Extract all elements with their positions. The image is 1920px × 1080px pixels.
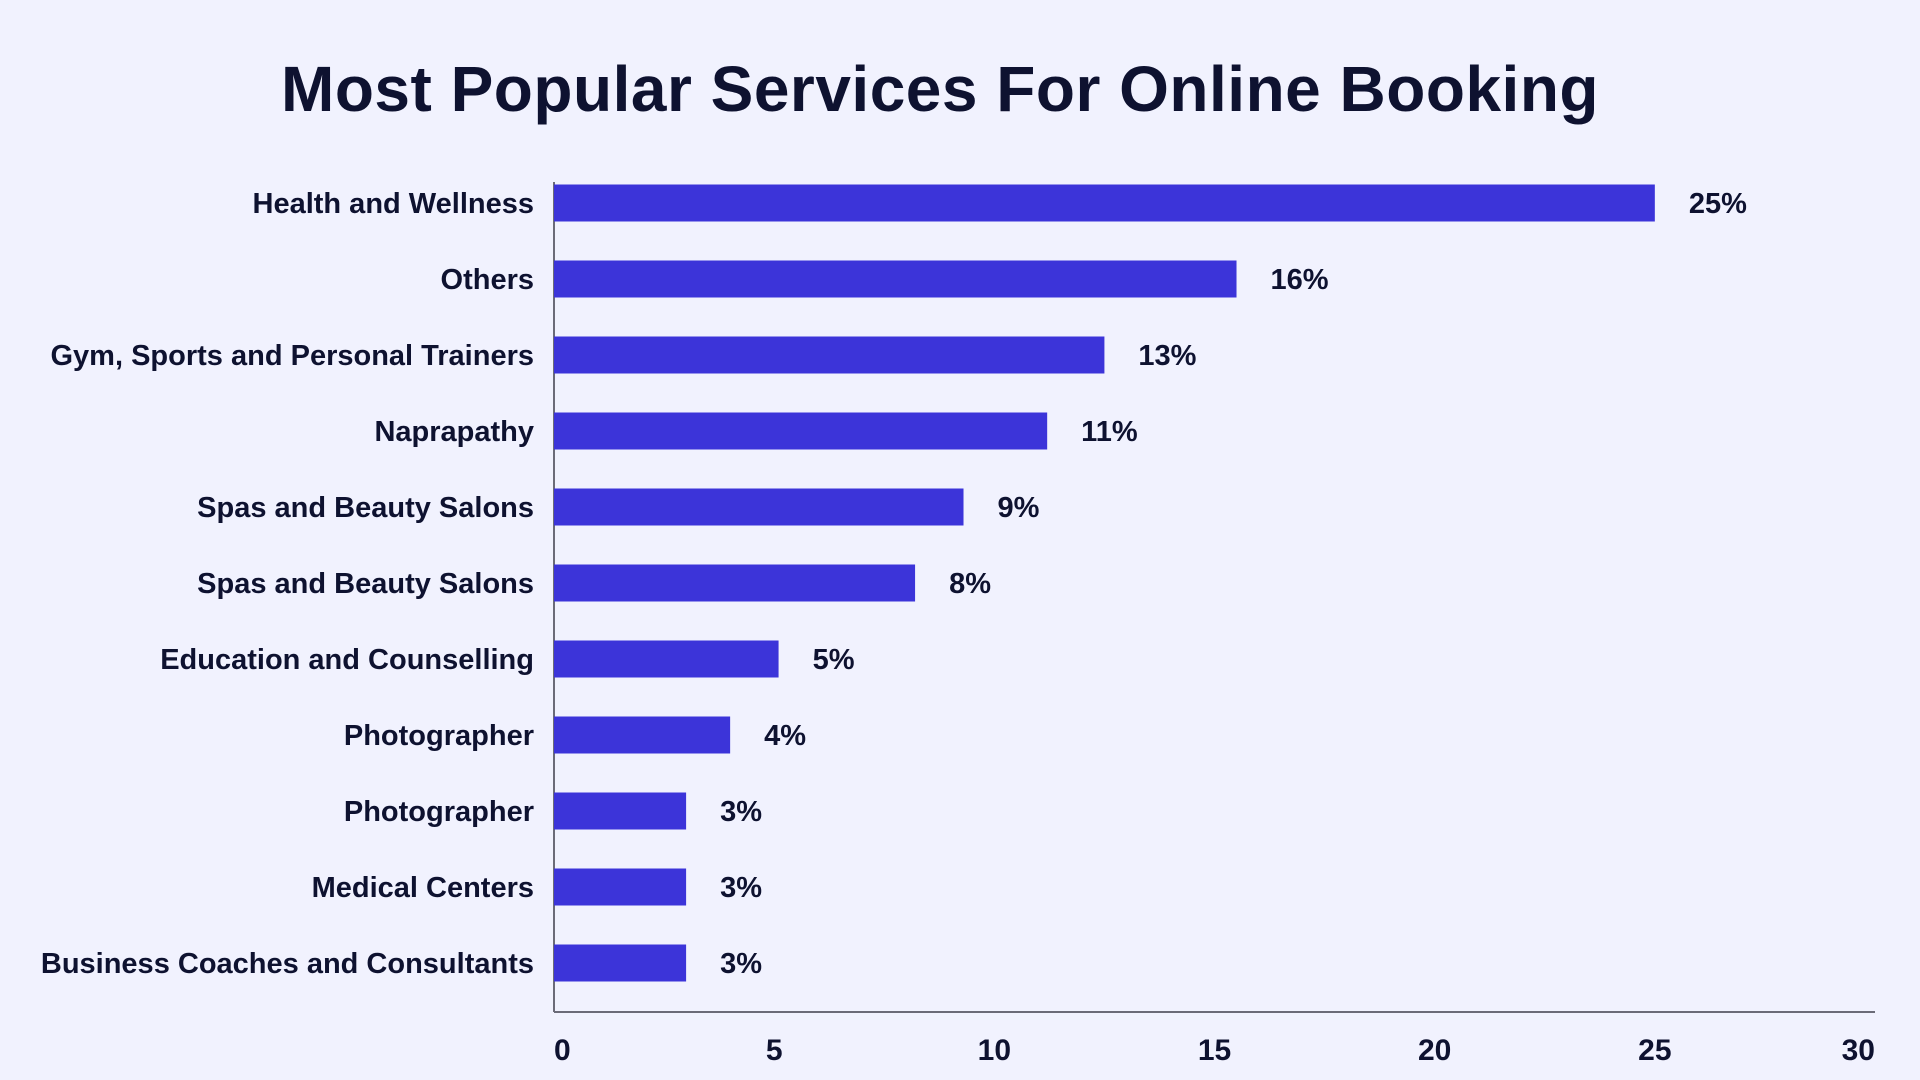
category-label: Spas and Beauty Salons	[197, 568, 534, 600]
x-tick-label: 15	[1198, 1034, 1231, 1067]
x-tick-label: 30	[1842, 1034, 1875, 1067]
bar	[554, 488, 964, 526]
data-label: 25%	[1689, 188, 1747, 220]
x-tick-label: 5	[766, 1034, 783, 1067]
bar	[554, 564, 916, 602]
bar	[554, 868, 687, 906]
category-label: Education and Counselling	[160, 644, 534, 676]
x-tick-label: 0	[554, 1034, 571, 1067]
bar	[554, 792, 687, 830]
category-label: Naprapathy	[374, 416, 534, 448]
bar	[554, 944, 687, 982]
x-tick-label: 10	[978, 1034, 1011, 1067]
data-label: 3%	[720, 948, 762, 980]
category-label: Photographer	[344, 796, 534, 828]
data-label: 11%	[1081, 416, 1138, 448]
bar	[554, 260, 1237, 298]
category-label: Photographer	[344, 720, 534, 752]
x-tick-label: 20	[1418, 1034, 1451, 1067]
category-label: Others	[441, 264, 534, 296]
bar	[554, 336, 1105, 374]
data-label: 13%	[1138, 340, 1196, 372]
category-label: Business Coaches and Consultants	[41, 948, 534, 980]
data-label: 9%	[998, 492, 1040, 524]
data-label: 8%	[949, 568, 991, 600]
data-label: 16%	[1271, 264, 1329, 296]
bar	[554, 412, 1048, 450]
chart-title: Most Popular Services For Online Booking	[281, 53, 1599, 125]
category-label: Gym, Sports and Personal Trainers	[51, 340, 535, 372]
bar	[554, 640, 779, 678]
category-label: Health and Wellness	[253, 188, 535, 220]
category-label: Medical Centers	[312, 872, 534, 904]
bar	[554, 716, 731, 754]
data-label: 4%	[764, 720, 806, 752]
x-tick-label: 25	[1638, 1034, 1671, 1067]
data-label: 5%	[813, 644, 855, 676]
bar	[554, 184, 1655, 222]
data-label: 3%	[720, 872, 762, 904]
category-label: Spas and Beauty Salons	[197, 492, 534, 524]
data-label: 3%	[720, 796, 762, 828]
